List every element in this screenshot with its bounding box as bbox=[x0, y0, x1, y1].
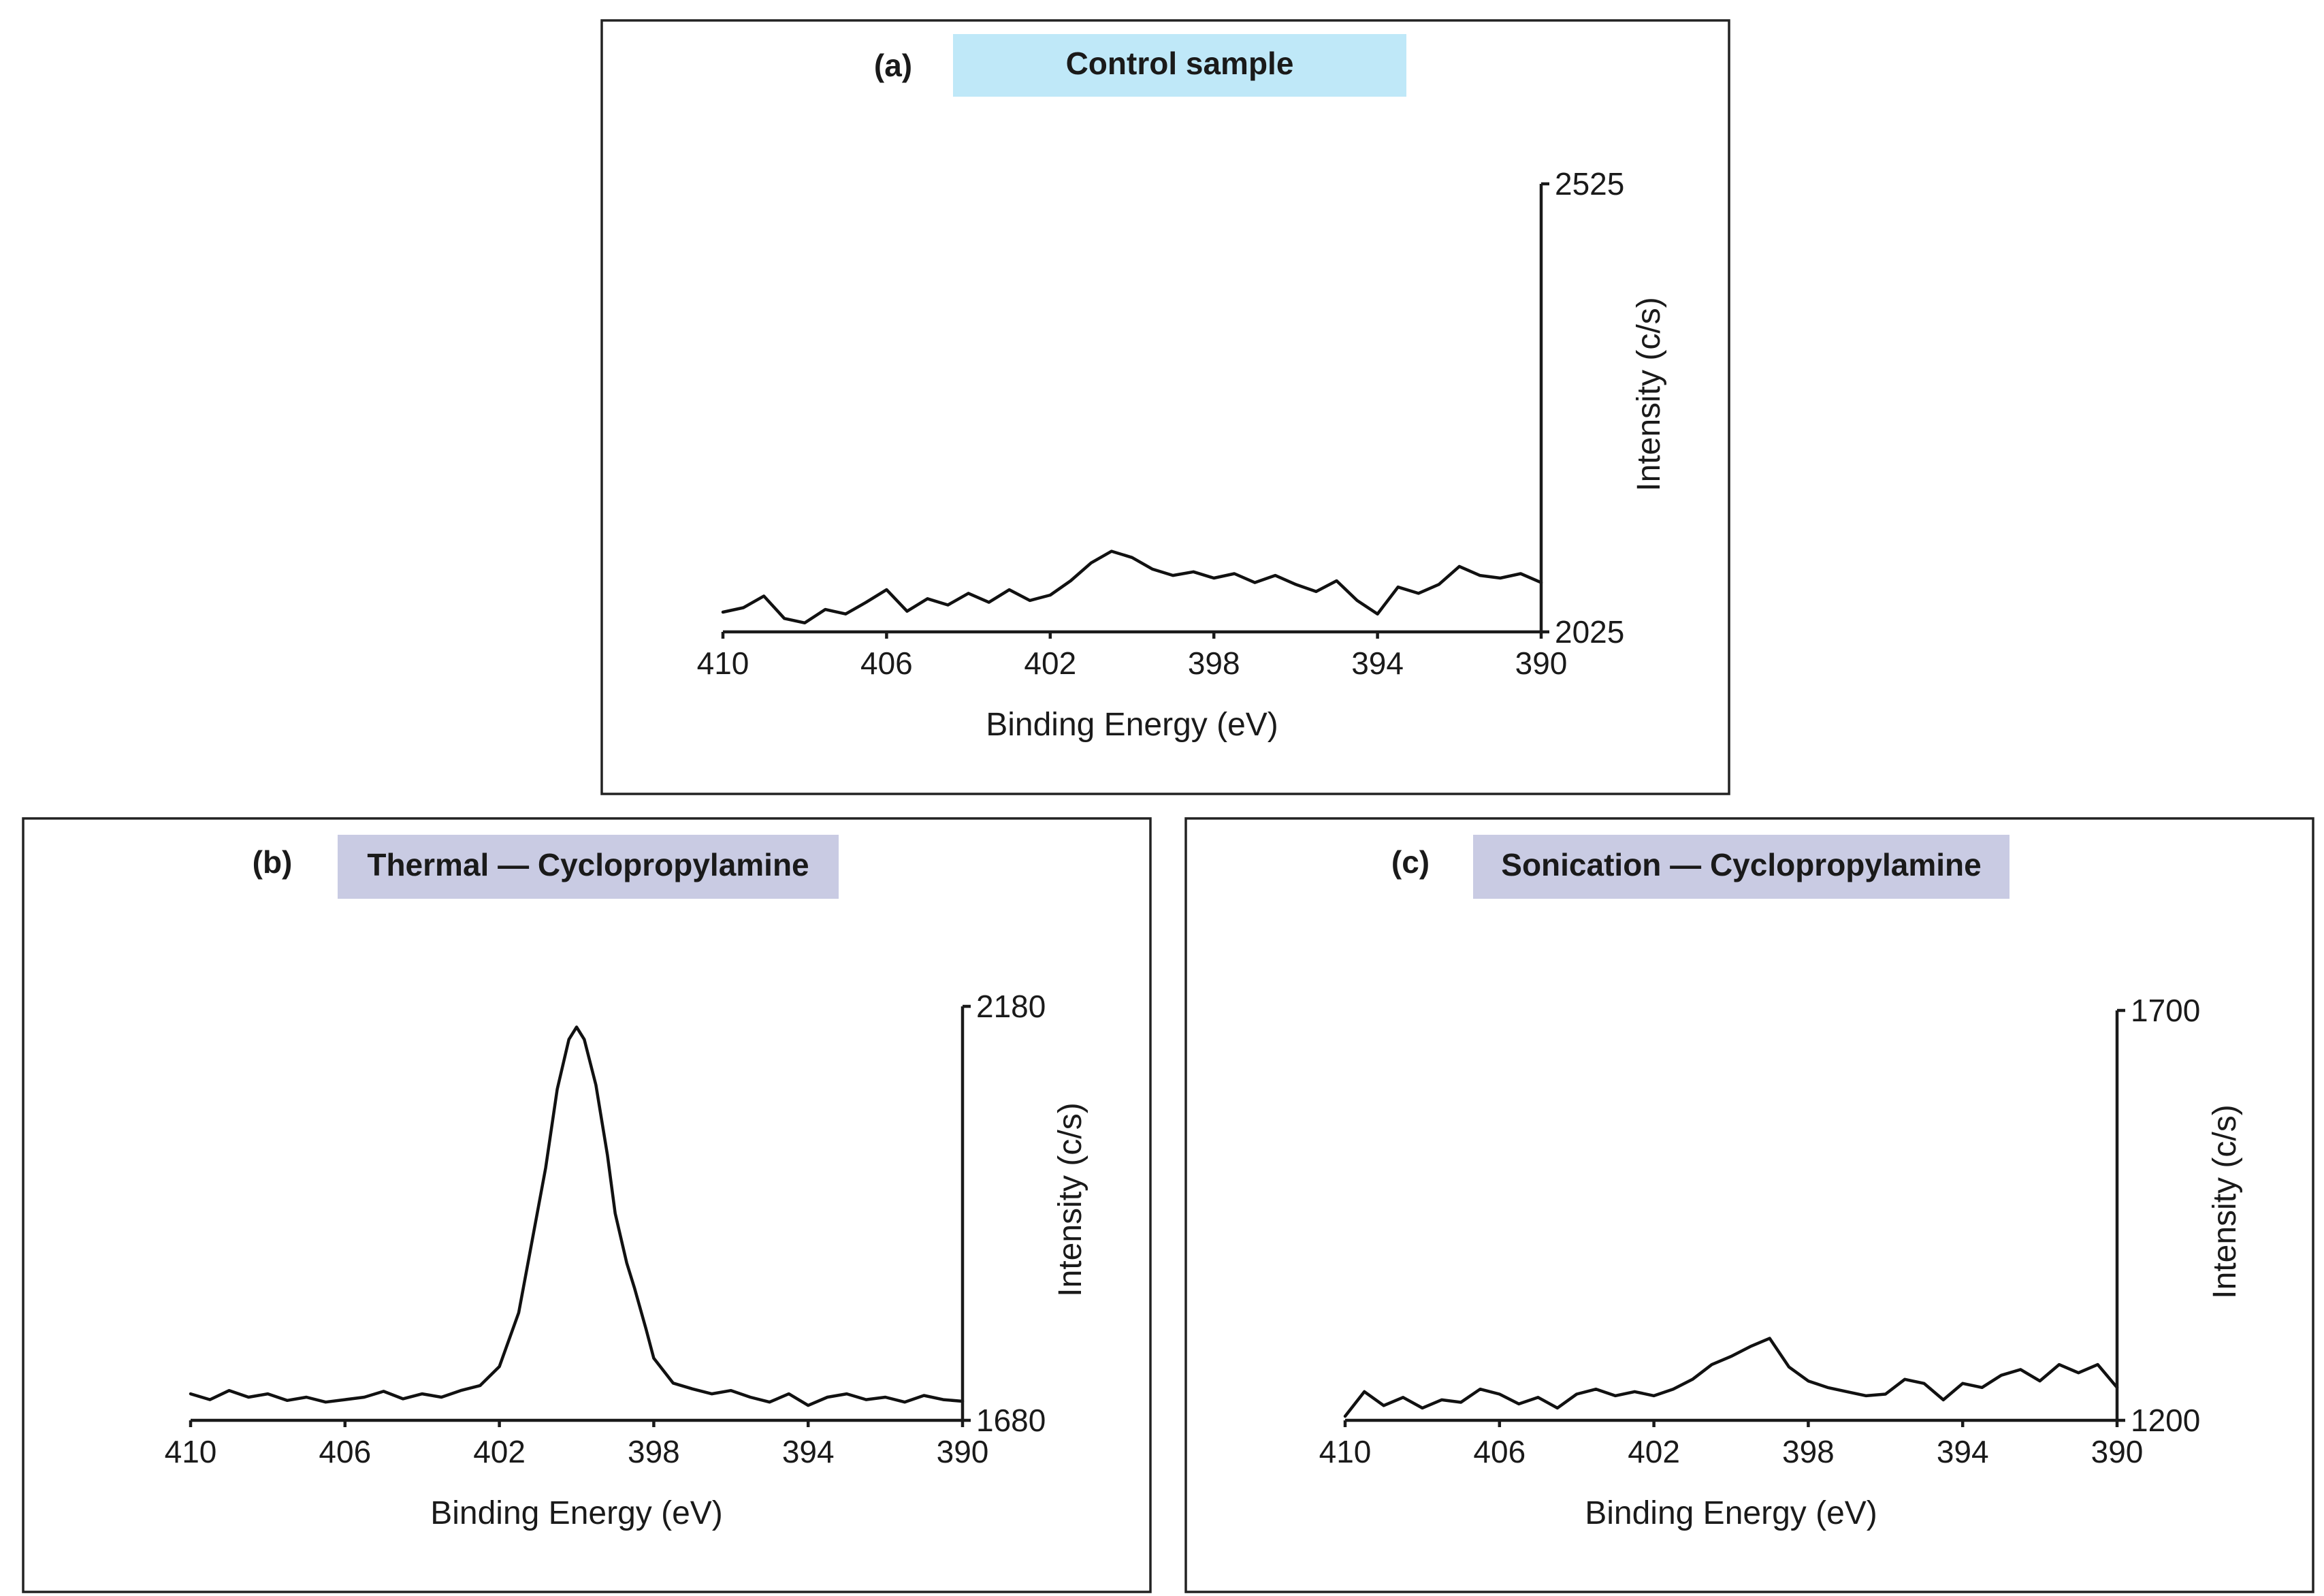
panel-a-title-badge bbox=[953, 34, 1406, 97]
panel-b-title: Thermal — Cyclopropylamine bbox=[367, 847, 809, 882]
panel-c-x-tick-label: 390 bbox=[2091, 1434, 2144, 1469]
panel-c-y-tick-label: 1700 bbox=[2131, 993, 2200, 1028]
panel-a-letter: (a) bbox=[874, 48, 912, 83]
panel-b: (b) Thermal — Cyclopropylamine 410 406 402… bbox=[22, 817, 1152, 1593]
panel-b-y-tick-label: 2180 bbox=[976, 989, 1046, 1024]
panel-b-title-badge bbox=[338, 835, 839, 899]
panel-a-x-tick-label: 410 bbox=[697, 645, 749, 681]
panel-c-y-axis-title: Intensity (c/s) bbox=[2207, 1104, 2243, 1298]
panel-b-x-axis-title: Binding Energy (eV) bbox=[430, 1495, 723, 1531]
panel-c-title-badge bbox=[1473, 835, 2010, 899]
panel-c-x-tick-label: 410 bbox=[1319, 1434, 1372, 1469]
panel-c-title: Sonication — Cyclopropylamine bbox=[1501, 847, 1981, 882]
panel-c-x-tick-label: 394 bbox=[1937, 1434, 1989, 1469]
panel-b-y-tick-label: 1680 bbox=[976, 1403, 1046, 1438]
panel-b-x-tick-label: 398 bbox=[628, 1434, 680, 1469]
panel-a-x-tick-label: 398 bbox=[1188, 645, 1240, 681]
panel-c-border bbox=[1184, 817, 2314, 1593]
panel-b-border bbox=[22, 817, 1152, 1593]
panel-c-letter: (c) bbox=[1391, 844, 1430, 880]
panel-a-x-tick-label: 402 bbox=[1024, 645, 1076, 681]
panel-b-y-axis-title: Intensity (c/s) bbox=[1052, 1102, 1088, 1296]
panel-c-x-tick-label: 402 bbox=[1628, 1434, 1680, 1469]
panel-b-spectrum-line bbox=[189, 1025, 965, 1407]
panel-a: (a) Control sample 410 406 402 398 394 390 252… bbox=[600, 19, 1730, 795]
panel-c-x-axis-title: Binding Energy (eV) bbox=[1585, 1495, 1877, 1531]
panel-a-spectrum-line bbox=[721, 549, 1543, 625]
panel-b-plot: 410 406 402 398 394 390 2180 1680 Binding Energy… bbox=[165, 989, 1088, 1531]
panel-a-y-tick-label: 2025 bbox=[1555, 614, 1624, 650]
panel-b-x-tick-label: 410 bbox=[165, 1434, 217, 1469]
panel-c-plot: 410 406 402 398 394 390 1700 1200 Binding Energy… bbox=[1319, 993, 2243, 1531]
panel-a-x-axis-title: Binding Energy (eV) bbox=[986, 707, 1278, 743]
panel-a-x-tick-label: 394 bbox=[1351, 645, 1404, 681]
panel-a-title: Control sample bbox=[1066, 46, 1294, 81]
panel-b-x-tick-label: 406 bbox=[319, 1434, 371, 1469]
panel-b-x-tick-label: 390 bbox=[937, 1434, 989, 1469]
panel-c-y-tick-label: 1200 bbox=[2131, 1403, 2200, 1438]
panel-a-y-axis-title: Intensity (c/s) bbox=[1631, 297, 1667, 491]
panel-a-border bbox=[600, 19, 1730, 795]
panel-c-spectrum-line bbox=[1343, 1337, 2119, 1418]
panel-c-x-tick-label: 406 bbox=[1473, 1434, 1526, 1469]
panel-a-plot: 410 406 402 398 394 390 2525 2025 Binding Energy… bbox=[697, 166, 1667, 743]
panel-a-x-tick-label: 390 bbox=[1515, 645, 1568, 681]
panel-a-y-tick-label: 2525 bbox=[1555, 166, 1624, 202]
panel-b-x-tick-label: 394 bbox=[782, 1434, 835, 1469]
panel-c-x-tick-label: 398 bbox=[1782, 1434, 1835, 1469]
panel-b-x-tick-label: 402 bbox=[473, 1434, 526, 1469]
panel-c: (c) Sonication — Cyclopropylamine 410 406… bbox=[1184, 817, 2314, 1593]
panel-a-x-tick-label: 406 bbox=[860, 645, 913, 681]
panel-b-letter: (b) bbox=[253, 844, 293, 880]
